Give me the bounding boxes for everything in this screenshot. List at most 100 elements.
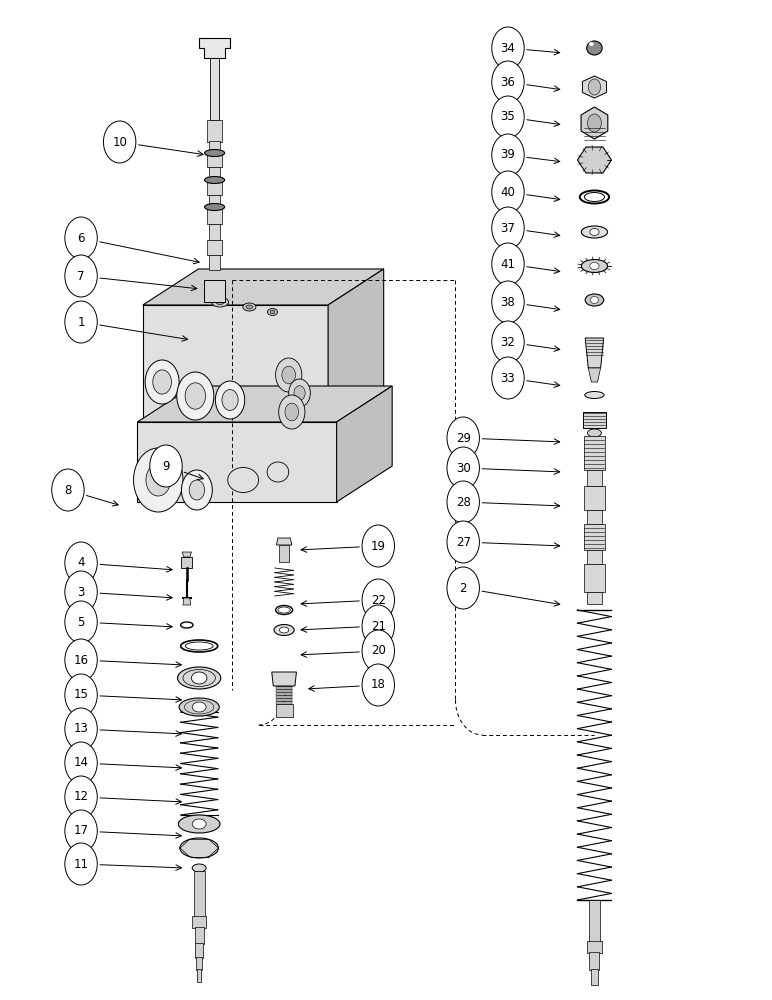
Text: 21: 21 [371,619,386,633]
Polygon shape [207,240,222,255]
Ellipse shape [228,468,259,492]
Polygon shape [585,338,604,368]
Polygon shape [207,120,222,142]
Text: 20: 20 [371,645,386,658]
Ellipse shape [192,864,206,872]
Polygon shape [137,422,337,502]
Text: 17: 17 [73,824,89,838]
Text: 9: 9 [162,460,170,473]
Polygon shape [584,524,605,550]
Circle shape [492,96,524,138]
Circle shape [65,843,97,885]
Polygon shape [276,704,293,717]
Circle shape [276,358,302,392]
Polygon shape [183,598,191,605]
Polygon shape [196,957,202,970]
Polygon shape [210,58,219,120]
Polygon shape [207,182,222,195]
Circle shape [65,639,97,681]
Polygon shape [584,564,605,592]
Ellipse shape [180,838,218,858]
Circle shape [492,134,524,176]
Circle shape [294,386,305,400]
Polygon shape [194,871,205,918]
Ellipse shape [215,300,224,304]
Text: 19: 19 [371,540,386,552]
Text: 4: 4 [77,556,85,570]
Polygon shape [584,436,605,470]
Circle shape [52,469,84,511]
Text: 3: 3 [77,585,85,598]
Polygon shape [279,545,289,562]
Circle shape [492,27,524,69]
Text: 37: 37 [500,222,516,234]
Circle shape [185,383,205,409]
Circle shape [492,207,524,249]
Polygon shape [584,486,605,510]
Polygon shape [199,38,230,58]
Circle shape [153,370,171,394]
Polygon shape [276,696,292,698]
Ellipse shape [205,176,225,184]
Polygon shape [276,687,292,689]
Polygon shape [276,693,292,695]
Ellipse shape [591,296,598,304]
Ellipse shape [587,41,602,55]
Circle shape [282,366,296,384]
Text: 28: 28 [455,495,471,508]
Text: 41: 41 [500,257,516,270]
Circle shape [447,481,479,523]
Polygon shape [587,592,602,604]
Circle shape [492,243,524,285]
Polygon shape [577,147,611,173]
Circle shape [447,447,479,489]
Text: 6: 6 [77,232,85,244]
Text: 22: 22 [371,593,386,606]
Circle shape [492,321,524,363]
Text: 10: 10 [112,135,127,148]
Polygon shape [143,305,328,423]
Circle shape [215,381,245,419]
Text: 7: 7 [77,269,85,282]
Circle shape [181,470,212,510]
Polygon shape [195,943,203,958]
Text: 14: 14 [73,756,89,770]
Polygon shape [588,900,600,943]
Polygon shape [181,557,192,568]
Circle shape [492,171,524,213]
Circle shape [588,79,601,95]
Polygon shape [276,699,292,701]
Ellipse shape [205,149,225,156]
Ellipse shape [585,391,604,398]
Polygon shape [207,154,222,167]
Polygon shape [591,969,598,985]
Circle shape [65,255,97,297]
Circle shape [145,360,179,404]
Circle shape [447,521,479,563]
Text: 15: 15 [73,688,89,702]
Ellipse shape [205,204,225,211]
Polygon shape [276,684,292,686]
Circle shape [65,708,97,750]
Circle shape [587,114,601,132]
Circle shape [492,281,524,323]
Polygon shape [590,952,599,970]
Polygon shape [582,76,607,98]
Polygon shape [587,941,602,953]
Circle shape [65,542,97,584]
Ellipse shape [246,305,252,309]
Ellipse shape [590,262,599,269]
Polygon shape [209,195,220,209]
Circle shape [65,742,97,784]
Ellipse shape [581,259,608,272]
Text: 35: 35 [500,110,516,123]
Circle shape [150,445,182,487]
Circle shape [222,390,238,410]
Ellipse shape [192,702,206,712]
Circle shape [146,464,171,496]
Circle shape [447,567,479,609]
Circle shape [362,630,394,672]
Circle shape [362,579,394,621]
Ellipse shape [212,297,229,307]
Polygon shape [276,702,292,704]
